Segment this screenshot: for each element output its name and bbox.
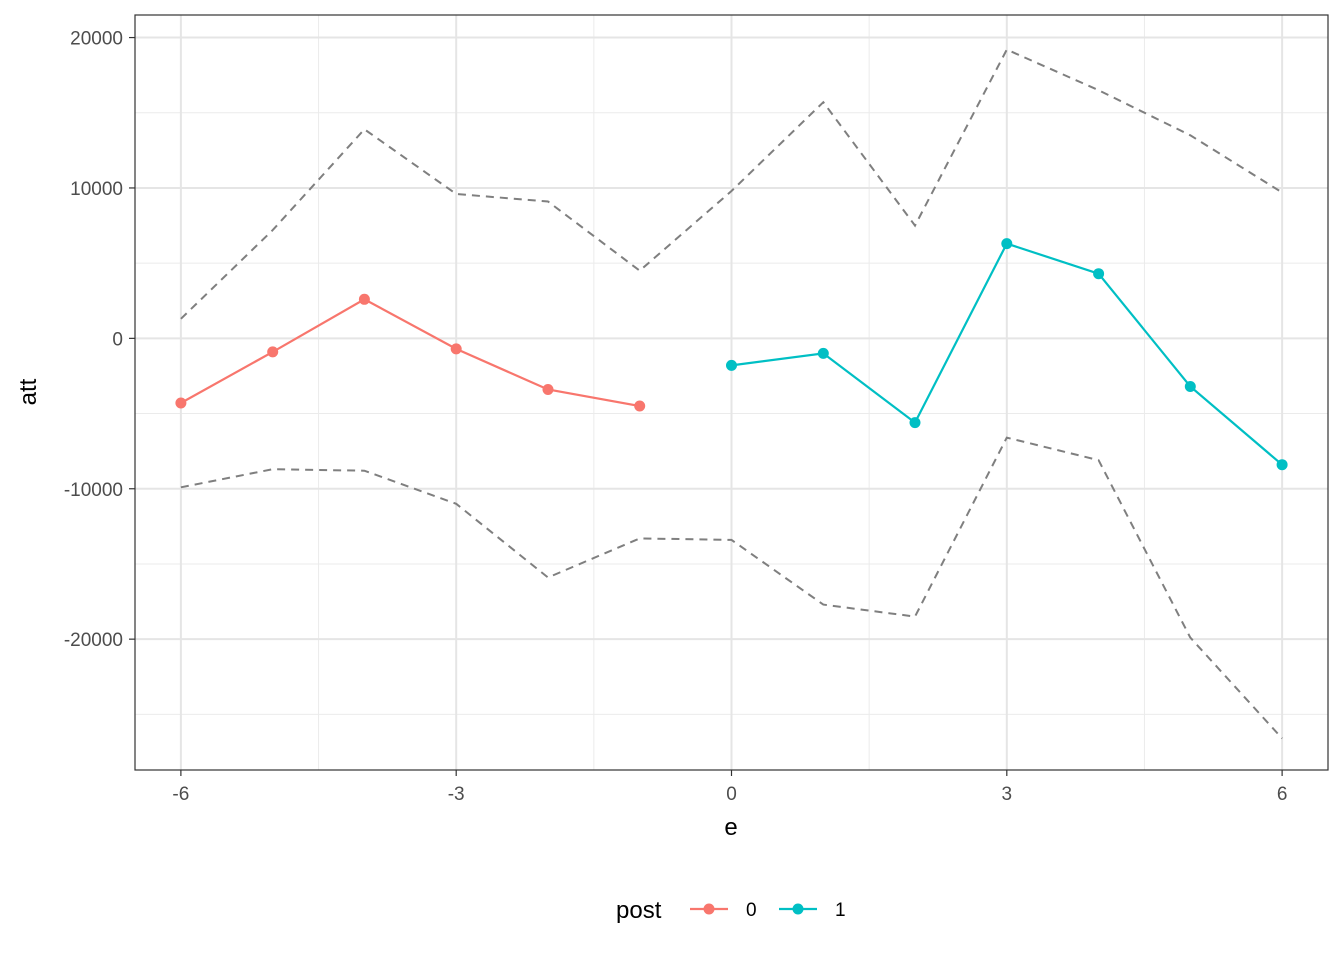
upper-confidence-bound xyxy=(180,48,1283,320)
series-0-line xyxy=(180,298,640,408)
confidence-bounds xyxy=(180,48,1283,740)
lower-confidence-bound xyxy=(180,436,1283,740)
legend-item-1: 1 xyxy=(779,900,846,921)
legend: post 0 1 xyxy=(616,897,846,924)
series-1-point xyxy=(1093,268,1105,280)
series-0-point xyxy=(175,397,187,409)
x-tick-label: 6 xyxy=(1277,784,1288,805)
x-tick-label: 3 xyxy=(1002,784,1013,805)
y-tick-label: 10000 xyxy=(70,179,123,200)
y-axis-title: att xyxy=(15,378,42,405)
series-1-point xyxy=(817,347,829,359)
series-0-point xyxy=(634,400,646,412)
series-0-point xyxy=(542,384,554,395)
y-tick-label: 20000 xyxy=(70,29,123,50)
x-tick-label: -3 xyxy=(448,784,465,805)
legend-key-1-point xyxy=(792,903,804,915)
series-1-point xyxy=(1184,381,1196,392)
series-0-point xyxy=(267,346,279,358)
y-tick-label: -10000 xyxy=(64,480,123,501)
legend-item-0: 0 xyxy=(690,900,757,921)
series-1-point xyxy=(909,417,921,429)
y-tick-label: -20000 xyxy=(64,630,123,651)
series-1-point xyxy=(1276,459,1288,471)
series-1-point xyxy=(726,359,737,371)
x-axis-title: e xyxy=(724,814,737,841)
series-0-point xyxy=(358,293,370,305)
data-series xyxy=(175,238,1288,471)
x-axis: -6 -3 0 3 6 xyxy=(172,770,1287,805)
legend-label-1: 1 xyxy=(835,900,846,921)
x-tick-label: -6 xyxy=(172,784,189,805)
y-axis: -20000 -10000 0 10000 20000 xyxy=(64,29,135,651)
major-gridlines xyxy=(135,15,1328,770)
series-0-point xyxy=(450,343,462,355)
legend-key-0-point xyxy=(703,903,715,915)
legend-label-0: 0 xyxy=(746,900,757,921)
series-1-point xyxy=(1001,238,1013,250)
x-tick-label: 0 xyxy=(726,784,737,805)
legend-title: post xyxy=(616,897,662,924)
y-tick-label: 0 xyxy=(112,329,123,350)
